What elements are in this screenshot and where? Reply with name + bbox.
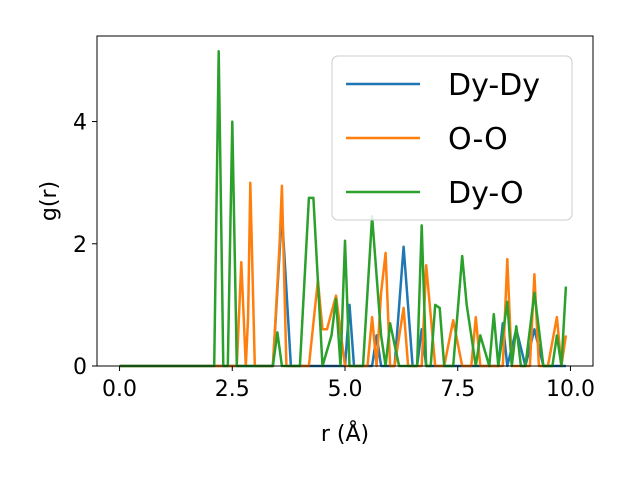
x-tick-label: 10.0: [546, 377, 595, 402]
y-axis-label: g(r): [37, 181, 62, 221]
x-tick-label: 2.5: [215, 377, 250, 402]
y-tick-label: 4: [73, 111, 87, 136]
legend-label-dy-o: Dy-O: [448, 176, 524, 211]
y-axis-ticks: 0 2 4: [73, 111, 97, 380]
x-tick-label: 5.0: [328, 377, 363, 402]
y-tick-label: 0: [73, 355, 87, 380]
legend-label-o-o: O-O: [448, 122, 508, 157]
x-tick-label: 0.0: [102, 377, 137, 402]
x-axis-label: r (Å): [321, 420, 369, 447]
legend-label-dy-dy: Dy-Dy: [448, 68, 540, 103]
x-axis-ticks: 0.0 2.5 5.0 7.5 10.0: [102, 366, 595, 402]
legend-box: [331, 55, 573, 221]
y-tick-label: 2: [73, 233, 87, 258]
legend: Dy-Dy O-O Dy-O: [331, 55, 573, 221]
x-tick-label: 7.5: [440, 377, 475, 402]
